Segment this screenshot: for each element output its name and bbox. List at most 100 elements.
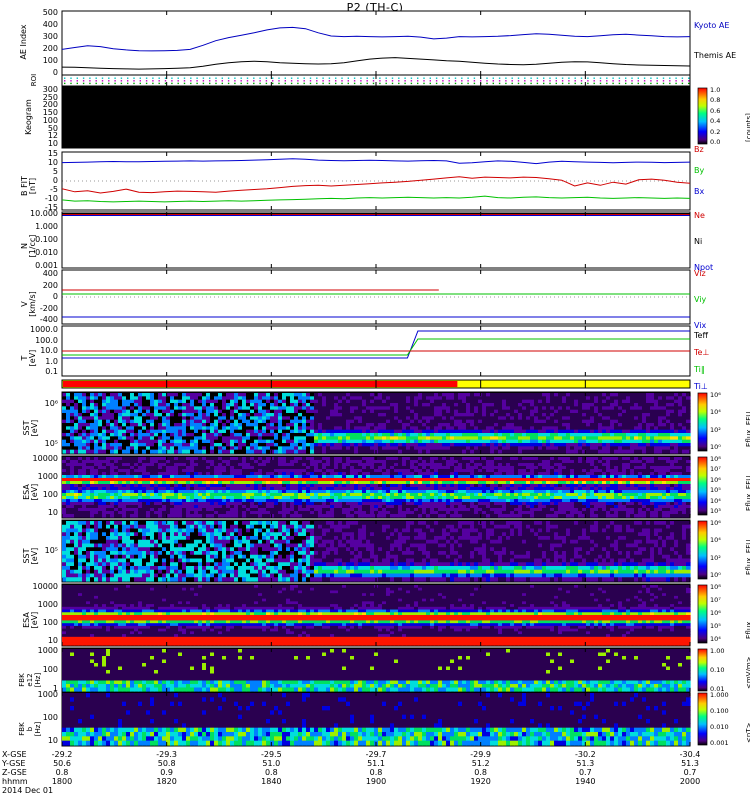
xaxis-row-label: 2014 Dec 01 [2,786,54,795]
xaxis-tick-value: 0.8 [474,768,488,777]
colorbar-tick-esa-i: 10⁸ [710,583,721,591]
ytick-b-fit: -15 [44,203,58,212]
ytick-esa-i: 10000 [32,582,58,591]
ytick-esa-e: 10 [47,508,58,517]
axis-ticks [61,11,691,746]
ylabel-sst-ion: SST [eV] [22,547,39,565]
trace-by [62,195,690,203]
ytick-fbk-e12: 1 [52,684,58,693]
xaxis-tick-value: 50.8 [157,759,176,768]
panel-n-density [61,211,691,269]
legend-viz: Viz [694,269,706,278]
xaxis-tick-value: 1900 [365,777,387,786]
ytick-v: 200 [42,280,58,290]
ytick-b-fit: -10 [44,194,58,203]
xaxis-tick-value: 51.0 [262,759,281,768]
legend-viy: Viy [694,295,707,304]
colorbar-fbk-scm [697,692,708,746]
colorbar-tick-sst-e: 10² [710,425,721,434]
xaxis-tick-value: 2000 [679,777,701,786]
colorbar-sst-ion [697,520,708,580]
legend-bx: Bx [694,187,705,196]
colorbar-fbk-e12 [697,648,708,692]
legend-bz: Bz [694,145,704,154]
panel-ae-index [61,10,691,76]
xaxis-tick-value: -29.2 [51,750,73,759]
colorbar-tick-esa-i: 10⁴ [710,635,721,643]
ytick-t: 0.1 [45,367,58,376]
ytick-keogram: 50 [47,123,58,133]
spectrogram-cells [62,393,691,746]
ytick-b-fit: 0 [52,176,58,185]
ytick-n: 0.001 [35,261,58,270]
xaxis-tick-value: -29.9 [470,750,491,759]
ytick-n: 0.100 [35,235,58,244]
ytick-keogram: 150 [42,108,58,118]
xaxis-tick-value: 51.3 [681,759,699,768]
ytick-sst-e: 10⁶ [44,399,58,408]
mode-bar-red-segment [63,381,458,387]
colorbar-tick-esa-e: 10⁶ [710,475,721,484]
xaxis-tick-value: 50.6 [53,759,71,768]
ytick-b-fit: 5 [52,167,58,176]
colorbar-tick-sst-i: 10² [710,553,721,562]
xaxis-tick-value: 0.8 [369,768,383,777]
colorbar-tick-esa-i: 10⁷ [710,596,721,604]
ae-index-traces [62,26,690,70]
ytick-fbk-scm: 100 [42,713,58,722]
colorbar-sst-electron [697,392,708,452]
ytick-esa-e: 100 [42,490,58,499]
legend-kyotoae: Kyoto AE [694,21,730,30]
colorbar-tick-sst-e: 10⁰ [710,443,721,451]
ytick-esa-i: 1000 [37,600,58,609]
trace-bx [62,158,690,165]
colorbar-title-esa-e: Eflux, EFU [745,475,750,511]
ytick-keogram: 12 [47,131,58,141]
ytick-t: 1000.0 [30,325,58,334]
legend-ni: Ni [694,237,703,246]
trace-ti-perp [62,330,690,359]
xaxis-row-label: hhmm [2,777,28,786]
colorbar-tick-fbk-e12: 1.00 [710,647,725,655]
ytick-keogram: 100 [42,115,58,125]
ytick-t: 100.0 [35,335,58,345]
xaxis-tick-value: 0.7 [578,768,592,777]
ytick-n: 0.010 [35,248,58,257]
xaxis-tick-value: -30.4 [679,750,701,759]
legend-by: By [694,166,705,175]
colorbar-title-fbk-scm: <nT> [745,722,750,743]
colorbar-tick-esa-e: 10⁷ [710,465,721,474]
ytick-v: -200 [39,303,58,313]
colorbar-tick-esa-i: 10⁵ [710,622,721,630]
ytick-esa-e: 10000 [32,454,58,463]
ytick-n: 10.000 [30,209,58,218]
colorbar-title-fbk-e12: <mV/m> [745,656,750,689]
colorbar-tick-fbk-e12: 0.10 [710,666,725,674]
ytick-esa-i: 100 [42,618,58,627]
legend-te: Te⊥ [694,348,710,357]
ytick-keogram: 10 [47,139,58,148]
ytick-ae-index: 400 [42,20,58,29]
trace-kyoto-ae [62,26,690,52]
ytick-fbk-e12: 100 [42,665,58,674]
ytick-esa-e: 1000 [37,472,58,481]
xaxis-row-label: X-GSE [2,750,27,759]
ytick-v: 400 [42,269,58,278]
colorbar-title-esa-i: Eflux, [745,619,750,639]
trace-bz [62,176,690,194]
xaxis-tick-value: 0.8 [55,768,69,777]
xaxis-tick-value: 0.8 [264,768,278,777]
xaxis-tick-value: 1820 [156,777,177,786]
ylabel-n-density: N [1/cc] [20,234,37,258]
ytick-sst-i: 10⁵ [44,546,58,555]
xaxis-tick-value: 51.3 [576,759,595,768]
xaxis-tick-value: -30.2 [574,750,596,759]
trace-themis-ae [62,57,690,70]
ytick-ae-index: 300 [42,32,58,41]
colorbar-tick-fbk-scm: 0.001 [710,739,729,747]
xaxis-tick-value: 51.2 [471,759,490,768]
colorbar-keogram [697,87,708,145]
colorbar-tick-esa-e: 10⁸ [710,455,721,463]
